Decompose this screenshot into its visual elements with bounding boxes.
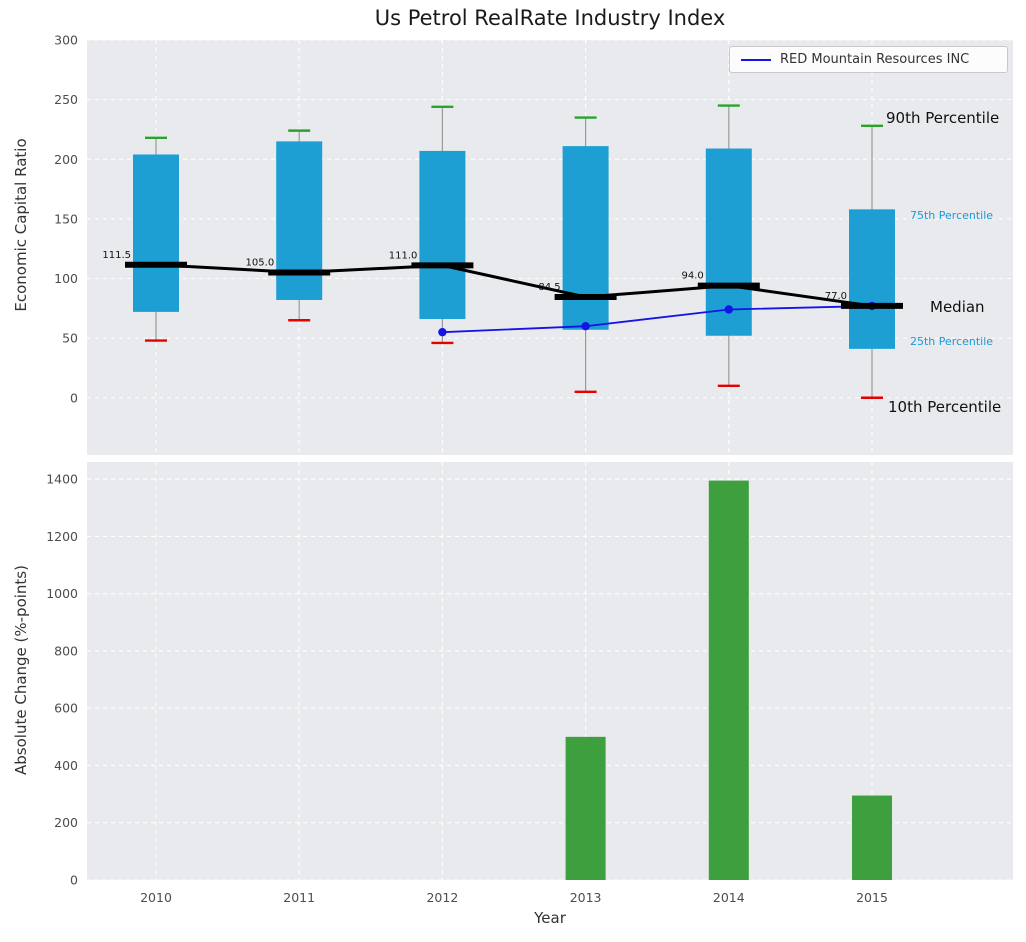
- xtick-label: 2013: [570, 890, 602, 905]
- company-line: [442, 305, 873, 334]
- company-marker: [438, 327, 447, 337]
- bottom-ytick-label: 0: [70, 873, 78, 888]
- company-marker: [724, 305, 733, 314]
- change-bar: [852, 795, 892, 880]
- xtick-label: 2014: [713, 890, 745, 905]
- iqr-box: [133, 154, 179, 312]
- company-marker: [581, 322, 590, 331]
- median-value-label: 111.0: [389, 250, 418, 261]
- iqr-box: [705, 148, 752, 336]
- bottom-y-axis-label: Absolute Change (%-points): [12, 565, 30, 775]
- change-bar: [708, 480, 749, 880]
- top-ytick-label: 100: [54, 271, 78, 286]
- change-bar: [565, 736, 606, 880]
- top-ytick-label: 200: [54, 152, 78, 167]
- top-ytick-label: 250: [54, 92, 78, 107]
- top-ytick-label: 300: [54, 33, 78, 48]
- xtick-label: 2015: [856, 890, 888, 905]
- bottom-ytick-label: 1200: [46, 529, 78, 544]
- top-y-axis-label: Economic Capital Ratio: [12, 138, 30, 312]
- iqr-box: [562, 146, 609, 330]
- chart-title: Us Petrol RealRate Industry Index: [374, 6, 726, 30]
- x-axis-label: Year: [534, 909, 566, 927]
- iqr-box: [849, 209, 895, 349]
- median-value-label: 84.5: [538, 282, 560, 293]
- bottom-ytick-label: 1400: [46, 472, 78, 487]
- top-ytick-label: 0: [70, 390, 78, 405]
- bottom-ytick-label: 600: [54, 701, 78, 716]
- median-value-label: 105.0: [246, 258, 275, 269]
- xtick-label: 2012: [426, 890, 458, 905]
- legend-label: RED Mountain Resources INC: [780, 52, 970, 67]
- xtick-label: 2011: [283, 890, 315, 905]
- legend: RED Mountain Resources INC: [729, 46, 1008, 73]
- bottom-ytick-label: 1000: [46, 586, 78, 601]
- top-ytick-label: 50: [62, 331, 78, 346]
- bottom-ytick-label: 200: [54, 815, 78, 830]
- iqr-box: [276, 141, 323, 300]
- bottom-ytick-label: 800: [54, 643, 78, 658]
- median-value-label: 94.0: [682, 271, 704, 282]
- iqr-box: [419, 150, 466, 320]
- xtick-label: 2010: [140, 890, 172, 905]
- median-value-label: 111.5: [102, 250, 131, 261]
- median-value-label: 77.0: [825, 291, 847, 302]
- bottom-ytick-label: 400: [54, 758, 78, 773]
- top-ytick-label: 150: [54, 211, 78, 226]
- legend-line-sample: [741, 58, 771, 61]
